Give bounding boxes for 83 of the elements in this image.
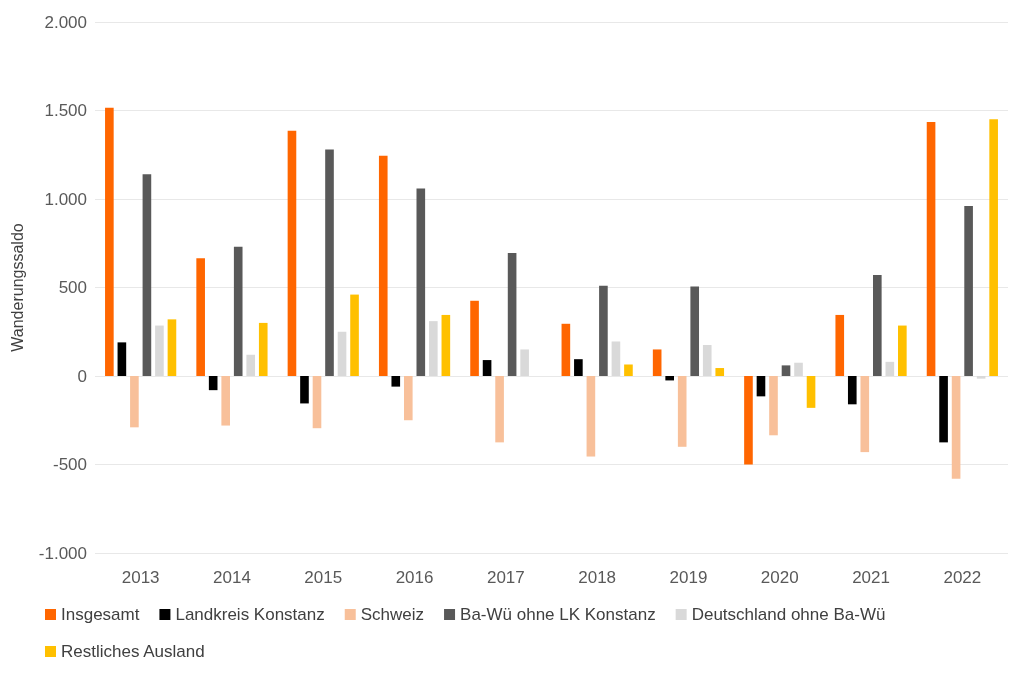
bar	[246, 354, 256, 376]
bar	[337, 331, 347, 376]
bar	[416, 188, 426, 376]
bar	[769, 376, 778, 436]
y-tick-label: -1.000	[38, 543, 87, 563]
bar	[835, 314, 845, 376]
legend-label: Deutschland ohne Ba-Wü	[691, 605, 886, 624]
y-tick-label: 2.000	[44, 12, 87, 32]
bar	[495, 376, 504, 443]
bar	[872, 275, 882, 376]
bar	[860, 376, 870, 453]
legend-label: Restliches Ausland	[61, 642, 205, 661]
bar	[586, 376, 596, 457]
bar	[794, 362, 803, 376]
y-axis-title: Wanderungssaldo	[8, 223, 26, 352]
bar	[142, 174, 152, 376]
bar	[287, 130, 297, 376]
x-tick-label: 2014	[213, 568, 251, 587]
bar	[300, 376, 309, 404]
y-tick-label: -500	[52, 455, 87, 474]
x-tick-label: 2016	[395, 568, 434, 587]
bar	[599, 285, 608, 376]
legend-label: Ba-Wü ohne LK Konstanz	[460, 605, 656, 624]
x-tick-label: 2021	[852, 568, 890, 587]
bar	[715, 368, 725, 376]
legend-label: Landkreis Konstanz	[175, 605, 325, 624]
bar	[403, 376, 413, 421]
bar	[989, 119, 998, 376]
legend-label: Schweiz	[360, 605, 425, 624]
bar	[117, 342, 127, 376]
bar	[233, 246, 243, 376]
y-tick-label: 1.000	[44, 189, 87, 209]
bar	[325, 149, 334, 376]
bar	[441, 314, 451, 376]
bar	[677, 376, 687, 447]
y-tick-label: 1.500	[44, 101, 87, 120]
bar	[939, 376, 948, 443]
y-tick-label: 0	[77, 366, 87, 386]
x-tick-label: 2017	[486, 568, 525, 587]
bar	[221, 376, 231, 426]
bar	[167, 319, 177, 376]
bar	[350, 294, 359, 376]
bar	[470, 300, 479, 376]
bar	[561, 323, 571, 376]
bar	[744, 376, 753, 465]
bar	[429, 321, 438, 376]
bar	[885, 361, 895, 376]
bar	[196, 258, 205, 376]
bar	[781, 365, 791, 376]
bar	[208, 376, 218, 391]
bar	[378, 155, 388, 376]
bar	[105, 107, 114, 376]
bar	[258, 322, 268, 376]
bar	[611, 341, 621, 376]
bar	[898, 325, 907, 376]
bar	[964, 206, 973, 376]
bar	[926, 122, 936, 376]
x-tick-label: 2018	[578, 568, 617, 587]
bar	[130, 376, 139, 428]
bar	[520, 349, 529, 376]
bar	[847, 376, 857, 405]
x-tick-label: 2019	[669, 568, 708, 587]
y-tick-label: 500	[58, 278, 87, 297]
bar	[652, 349, 662, 376]
bar	[507, 252, 517, 376]
bar	[702, 345, 712, 376]
bar	[624, 364, 633, 376]
x-tick-label: 2015	[304, 568, 343, 587]
bar	[806, 376, 816, 408]
bar	[482, 360, 492, 376]
bar	[312, 376, 322, 429]
bar	[574, 359, 583, 376]
bar	[665, 376, 674, 381]
bar	[756, 376, 766, 397]
x-tick-label: 2020	[760, 568, 799, 587]
x-tick-label: 2022	[943, 568, 982, 587]
bar	[155, 325, 164, 376]
legend-label: Insgesamt	[61, 605, 140, 624]
bar	[951, 376, 961, 479]
x-tick-label: 2013	[121, 568, 160, 587]
bar	[976, 376, 986, 379]
bar	[690, 286, 700, 376]
bar	[391, 376, 401, 387]
